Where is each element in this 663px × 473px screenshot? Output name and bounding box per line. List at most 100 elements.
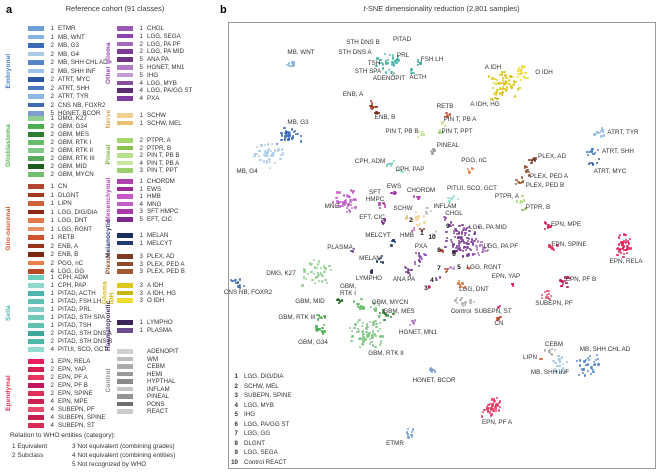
data-point (375, 323, 378, 326)
data-point (231, 279, 234, 282)
data-point (454, 299, 457, 302)
data-point (556, 364, 559, 368)
data-point (372, 331, 375, 334)
data-point (622, 256, 625, 259)
data-point (585, 150, 589, 153)
data-point (377, 303, 381, 306)
data-point (324, 278, 327, 282)
data-point (317, 327, 320, 330)
data-point (501, 81, 504, 85)
data-point (616, 246, 619, 250)
legend-chip (28, 299, 44, 304)
legend-chip (28, 291, 44, 296)
data-point (356, 330, 359, 333)
data-point (373, 302, 376, 305)
data-point (517, 76, 520, 79)
data-point (503, 82, 506, 86)
data-point (390, 64, 394, 67)
data-point (377, 111, 380, 115)
legend-item-label: LGG, SEGA (147, 32, 181, 40)
legend-chip (28, 184, 44, 189)
data-point (503, 70, 506, 73)
data-point (445, 114, 448, 117)
key-label: LGG, GG (244, 430, 271, 437)
data-point (517, 66, 521, 70)
legend-category-number: 1 (139, 178, 143, 185)
legend-item-label: PLASMA (147, 327, 173, 334)
data-point (427, 284, 431, 287)
legend-chip (117, 409, 133, 414)
legend-chip (28, 68, 44, 74)
data-point (586, 369, 589, 373)
data-point (362, 333, 365, 336)
cluster-label-epn-pf-b: EPN, PF B (565, 276, 597, 283)
data-point (296, 132, 299, 135)
data-point (422, 133, 425, 136)
data-point (468, 247, 471, 251)
data-point (379, 261, 383, 264)
data-point (233, 279, 236, 282)
legend-item-label: PGG, nC (58, 259, 84, 267)
legend-item-label: MNG (147, 200, 162, 208)
data-point (481, 244, 484, 247)
data-point (359, 307, 362, 311)
legend-category-number: 2 (50, 67, 54, 75)
who-relation-item: 1 Equivalent (12, 443, 48, 450)
data-point (294, 132, 297, 135)
data-point (299, 134, 302, 137)
legend-chip (117, 26, 133, 31)
data-point (452, 194, 456, 198)
data-point (553, 369, 557, 373)
legend-chip (28, 164, 44, 169)
legend-item-label: CNS NB, FOXR2 (58, 101, 106, 109)
data-point (561, 280, 564, 283)
legend-chip (28, 43, 44, 48)
data-point (392, 53, 395, 56)
data-point (468, 230, 471, 233)
data-point (317, 318, 320, 321)
key-number: 3 (234, 392, 238, 399)
data-point (370, 340, 373, 343)
legend-item-label: SCHW (147, 112, 166, 119)
data-point (301, 284, 304, 287)
data-point (377, 329, 380, 332)
cluster-label-gbm-rtk-i: GBM, RTK I (339, 283, 357, 297)
who-relation-item: 3 Not equivalent (combining grades) (72, 443, 175, 450)
data-point (513, 83, 516, 86)
data-point (411, 319, 414, 322)
data-point (328, 264, 331, 267)
data-point (460, 237, 463, 240)
data-point (374, 307, 378, 310)
legend-item-label: PLEX, PED B (147, 268, 185, 276)
cluster-label-acth: ACTH (409, 74, 427, 81)
data-point (464, 232, 467, 235)
data-point (466, 227, 469, 230)
data-point (378, 258, 381, 261)
legend-chip (117, 72, 133, 78)
data-point (466, 254, 469, 257)
data-point (467, 169, 471, 173)
data-point (373, 105, 376, 108)
cluster-label-a-idh: A IDH (484, 64, 502, 71)
data-point (442, 250, 445, 253)
legend-chip (28, 339, 44, 344)
data-point (319, 316, 322, 320)
legend-chip (28, 260, 44, 266)
data-point (621, 246, 624, 249)
data-point (393, 60, 396, 63)
data-point (388, 53, 392, 57)
data-point (294, 129, 297, 133)
legend-category-number: 2 (50, 101, 54, 109)
cluster-label-10: 10 (428, 234, 436, 241)
data-point (543, 227, 547, 230)
data-point (362, 321, 365, 325)
cluster-label-dmg-k27: DMG, K27 (266, 270, 296, 277)
data-point (546, 224, 549, 228)
data-point (280, 148, 283, 151)
data-point (617, 243, 620, 246)
key-label: IHG (244, 411, 256, 418)
data-point (275, 142, 279, 145)
data-point (430, 371, 433, 374)
legend-item-label: GBM, RTK II (58, 147, 93, 154)
